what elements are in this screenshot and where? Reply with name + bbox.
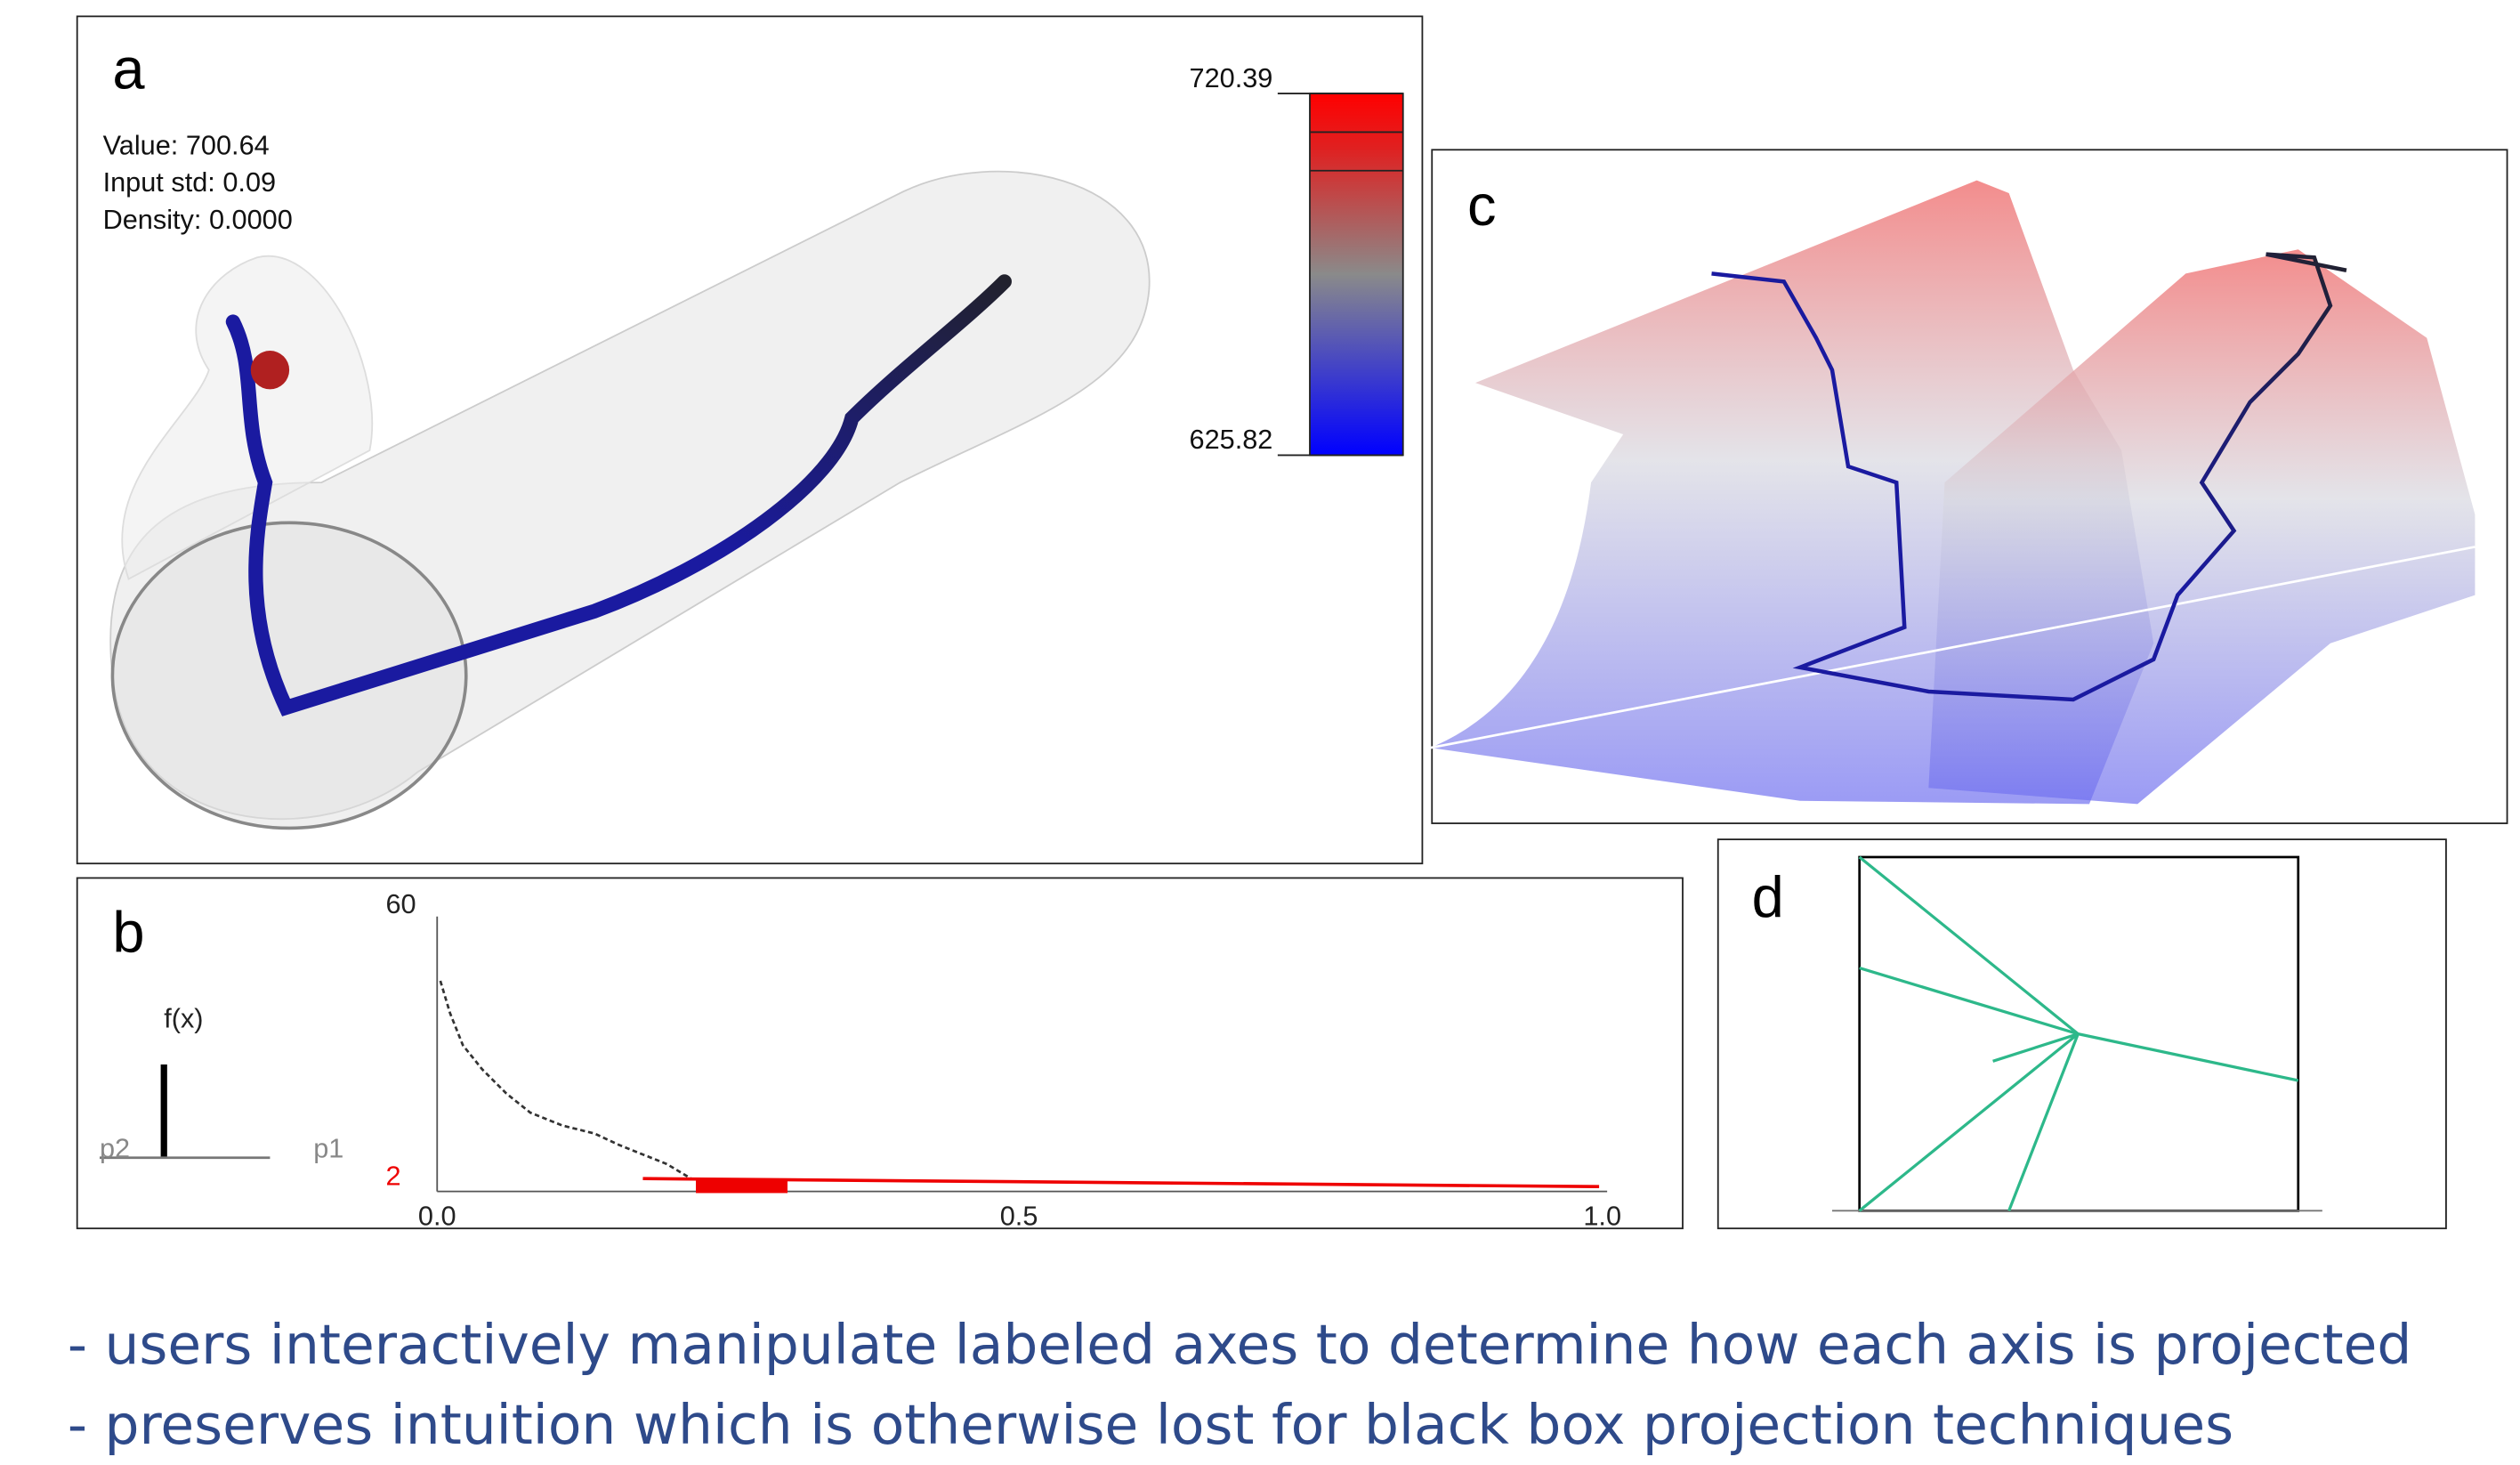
colorbar-min: 625.82 <box>1190 424 1273 455</box>
info-text: Density: 0.0000 <box>103 204 293 235</box>
bullet-text: - preserves intuition which is otherwise… <box>68 1394 2233 1457</box>
panel-label: c <box>1467 173 1497 238</box>
panel-b: b f(x) p2 p1 60 2 0.0 0.5 1.0 <box>76 877 1684 1232</box>
panel-label: d <box>1752 864 1784 929</box>
info-text: Input std: 0.09 <box>103 166 277 198</box>
param-label: p2 <box>100 1133 130 1164</box>
y-top-label: 60 <box>385 888 416 919</box>
x-tick-label: 1.0 <box>1583 1201 1621 1232</box>
x-tick-label: 0.0 <box>418 1201 456 1232</box>
colorbar <box>1309 93 1404 457</box>
panel-label: b <box>112 900 144 965</box>
panel-label: a <box>112 36 145 101</box>
panel-a: a Value: 700.64 Input std: 0.09 Density:… <box>76 15 1424 865</box>
param-label: p1 <box>313 1133 343 1164</box>
info-text: Value: 700.64 <box>103 130 270 161</box>
x-tick-label: 0.5 <box>1000 1201 1038 1232</box>
colorbar-max: 720.39 <box>1190 62 1273 93</box>
panel-d: d <box>1716 838 2447 1230</box>
bullet-text: - users interactively manipulate labeled… <box>68 1314 2412 1377</box>
panel-c: c <box>1430 149 2508 824</box>
function-label: f(x) <box>164 1002 203 1033</box>
y-marker-label: 2 <box>385 1160 400 1191</box>
